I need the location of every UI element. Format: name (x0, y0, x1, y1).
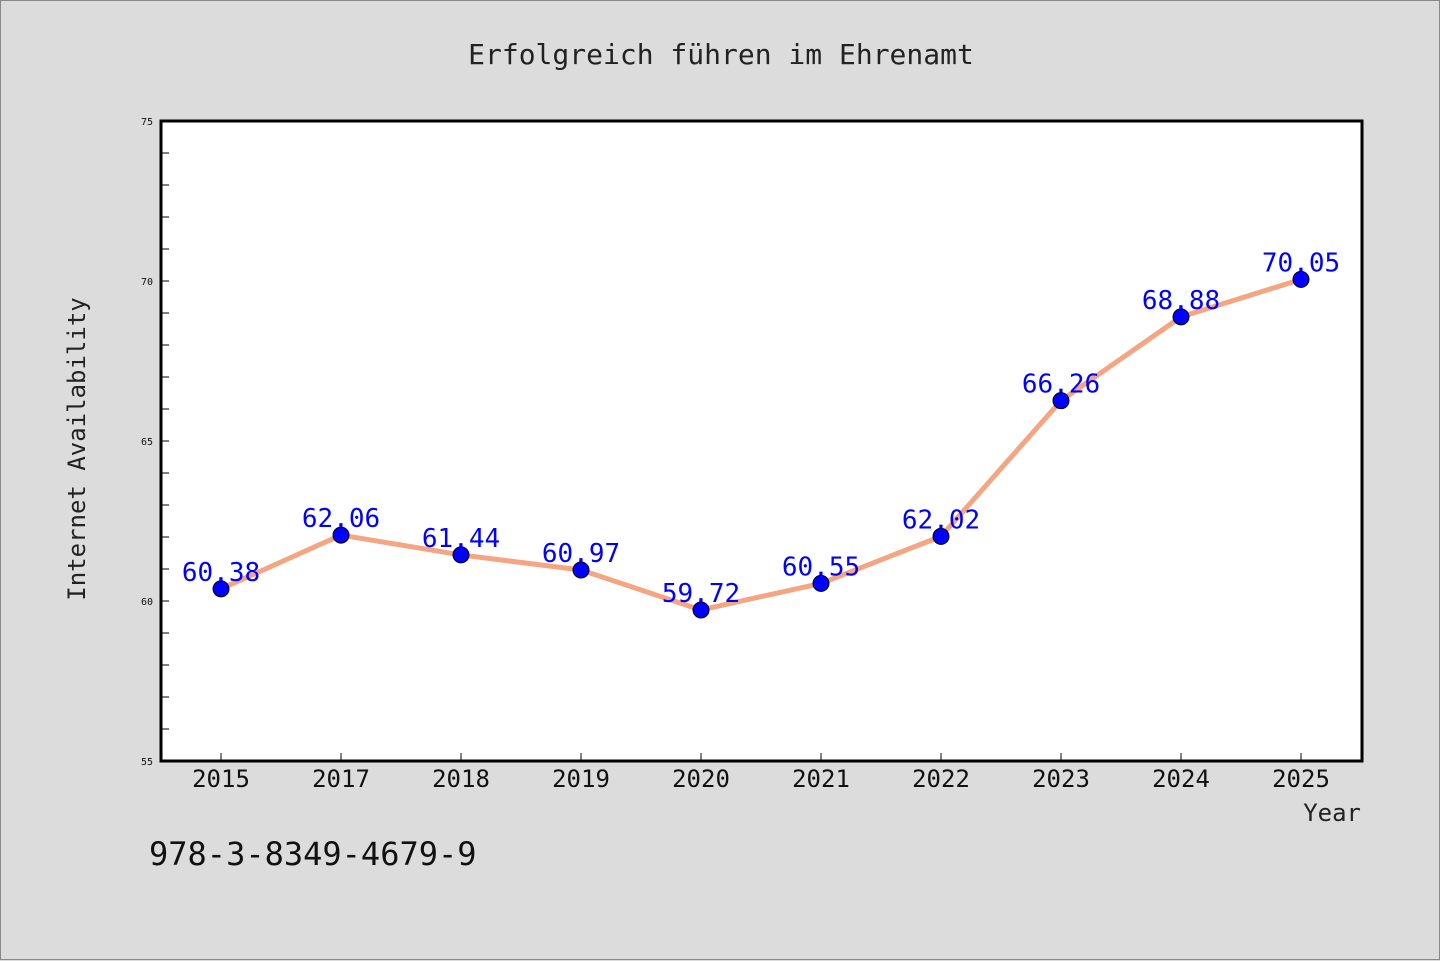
y-tick-label: 60 (141, 597, 153, 608)
x-tick-label: 2020 (672, 765, 730, 793)
data-label: 62.06 (302, 504, 380, 534)
x-axis-label: Year (1303, 799, 1361, 827)
data-label: 59.72 (662, 579, 740, 609)
x-tick-label: 2017 (312, 765, 370, 793)
data-label: 60.38 (182, 558, 260, 588)
series-line (218, 276, 1304, 613)
y-tick-label: 75 (141, 117, 153, 128)
data-label: 66.26 (1022, 370, 1100, 400)
y-tick-label: 70 (141, 277, 153, 288)
x-tick-label: 2023 (1032, 765, 1090, 793)
x-axis: 2015 2017 2018 2019 2020 2021 2022 2023 2024 2025 (192, 753, 1330, 793)
data-point (1292, 270, 1310, 288)
y-tick-label: 65 (141, 437, 153, 448)
data-label: 68.88 (1142, 286, 1220, 316)
x-tick-label: 2018 (432, 765, 490, 793)
x-tick-label: 2022 (912, 765, 970, 793)
x-tick-label: 2024 (1152, 765, 1210, 793)
y-tick-label: 55 (141, 757, 153, 768)
data-point (932, 527, 950, 545)
y-axis-label: Internet Availability (63, 297, 91, 600)
data-point (692, 601, 710, 619)
data-point (1172, 308, 1190, 326)
x-tick-label: 2025 (1272, 765, 1330, 793)
data-label: 70.05 (1262, 248, 1340, 278)
x-tick-label: 2021 (792, 765, 850, 793)
data-label: 61.44 (422, 524, 500, 554)
series-group: 60.38 62.06 61.44 60.97 59.72 60.55 62.02 66.26… (182, 248, 1340, 619)
data-point (1052, 392, 1070, 410)
chart-title: Erfolgreich führen im Ehrenamt (468, 38, 974, 71)
data-point (452, 546, 470, 564)
data-point (572, 561, 590, 579)
isbn-annotation: 978-3-8349-4679-9 (149, 835, 477, 873)
data-point (212, 580, 230, 598)
plot-area (159, 119, 1364, 763)
x-tick-label: 2019 (552, 765, 610, 793)
x-tick-label: 2015 (192, 765, 250, 793)
y-axis: 55 60 65 70 75 (141, 117, 169, 768)
data-label: 60.55 (782, 552, 860, 582)
data-point (332, 526, 350, 544)
data-label: 60.97 (542, 539, 620, 569)
data-label: 62.02 (902, 505, 980, 535)
data-point (812, 574, 830, 592)
